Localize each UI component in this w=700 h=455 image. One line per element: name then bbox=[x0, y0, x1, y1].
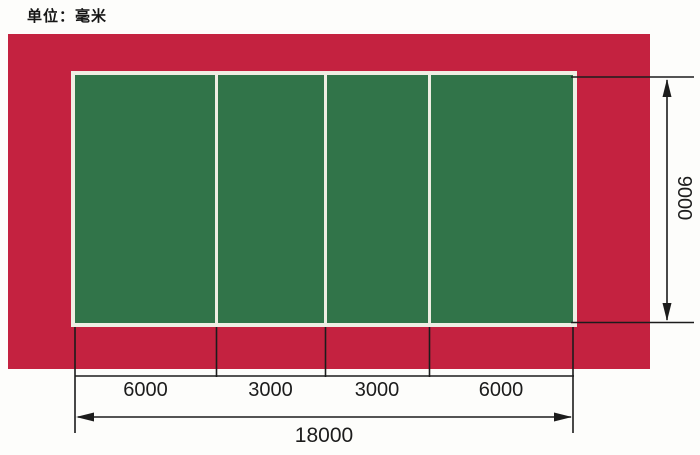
arrowhead-down-icon bbox=[662, 303, 672, 321]
segment-dimension-label: 3000 bbox=[248, 379, 293, 401]
segment-dimension-label: 6000 bbox=[478, 379, 524, 401]
court-area bbox=[71, 71, 577, 327]
court-divider-line bbox=[215, 75, 218, 323]
arrowhead-right-icon bbox=[554, 412, 572, 422]
arrowhead-left-icon bbox=[76, 412, 94, 422]
total-dimension-label: 18000 bbox=[294, 424, 354, 447]
court-divider-line bbox=[428, 75, 431, 323]
segment-dimension-label: 3000 bbox=[354, 379, 400, 401]
height-dimension-label: 9000 bbox=[673, 175, 695, 221]
unit-label: 单位：毫米 bbox=[27, 8, 108, 25]
segment-dimension-label: 6000 bbox=[123, 379, 168, 401]
court-divider-line bbox=[324, 75, 327, 323]
arrowhead-up-icon bbox=[662, 79, 672, 97]
